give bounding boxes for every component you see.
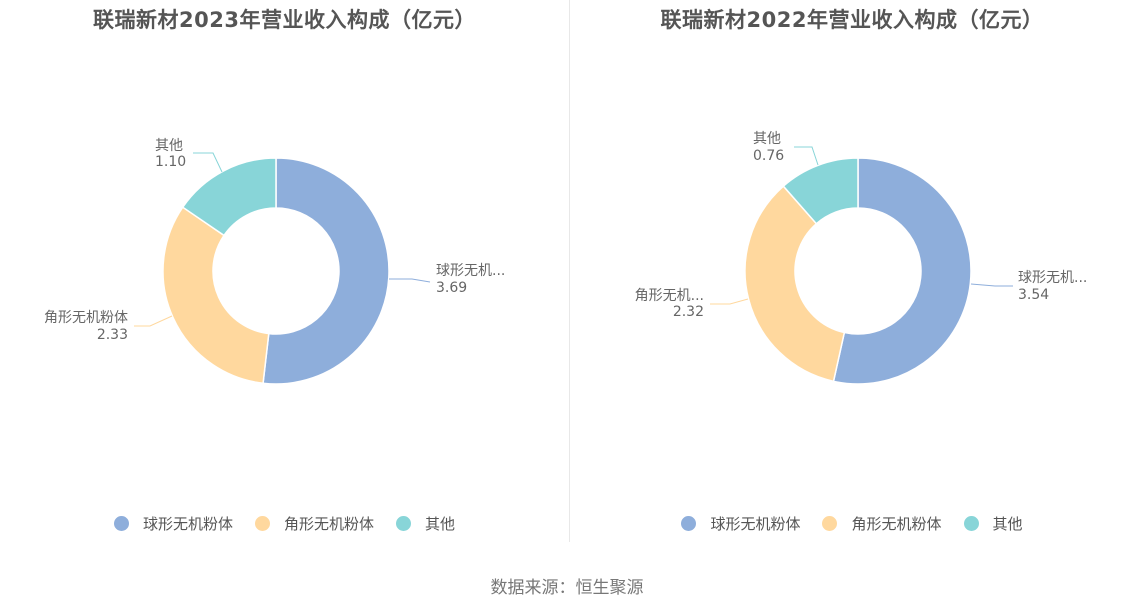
chart-title: 联瑞新材2023年营业收入构成（亿元） bbox=[93, 8, 476, 32]
chart-legend: 球形无机粉体 角形无机粉体 其他 bbox=[570, 513, 1134, 534]
legend-label: 球形无机粉体 bbox=[710, 515, 801, 533]
donut-slice-other[interactable] bbox=[181, 157, 277, 237]
donut-slice-angular[interactable] bbox=[162, 206, 270, 385]
chart-panel-2022: 联瑞新材2022年营业收入构成（亿元） 球形无机... 3.54 角形无机...… bbox=[570, 0, 1134, 545]
legend-label: 角形无机粉体 bbox=[851, 515, 942, 533]
panel-divider bbox=[569, 0, 570, 542]
legend-item-spherical[interactable]: 球形无机粉体 bbox=[681, 513, 800, 534]
slice-value-other: 1.10 bbox=[155, 154, 186, 170]
slice-label-angular: 角形无机粉体 bbox=[44, 310, 128, 326]
leader-line-spherical bbox=[970, 283, 1013, 287]
legend-label: 其他 bbox=[992, 515, 1023, 533]
legend-item-spherical[interactable]: 球形无机粉体 bbox=[113, 513, 233, 534]
legend-item-other[interactable]: 其他 bbox=[396, 513, 455, 534]
legend-dot-icon bbox=[254, 516, 270, 531]
donut-slice-other[interactable] bbox=[782, 157, 859, 225]
chart-panel-2023: 联瑞新材2023年营业收入构成（亿元） 球形无机... 3.69 角形无机粉体 … bbox=[0, 0, 569, 545]
leader-line-other bbox=[193, 152, 223, 173]
legend-item-angular[interactable]: 角形无机粉体 bbox=[254, 513, 374, 534]
legend-item-angular[interactable]: 角形无机粉体 bbox=[822, 513, 942, 534]
legend-dot-icon bbox=[681, 516, 697, 531]
slice-label-other: 其他 bbox=[155, 138, 183, 154]
donut-slice-spherical[interactable] bbox=[832, 157, 972, 385]
legend-dot-icon bbox=[963, 516, 979, 531]
chart-legend: 球形无机粉体 角形无机粉体 其他 bbox=[0, 513, 569, 534]
slice-value-other: 0.76 bbox=[753, 148, 784, 164]
slice-value-spherical: 3.69 bbox=[436, 280, 467, 296]
donut-slice-angular[interactable] bbox=[744, 185, 846, 383]
legend-dot-icon bbox=[113, 516, 129, 531]
slice-label-spherical: 球形无机... bbox=[436, 263, 505, 279]
leader-line-angular bbox=[134, 315, 173, 327]
donut-slices[interactable] bbox=[162, 157, 390, 385]
donut-chart-2023: 球形无机... 3.69 角形无机粉体 2.33 其他 1.10 bbox=[44, 138, 505, 385]
legend-label: 其他 bbox=[425, 515, 456, 533]
donut-slices[interactable] bbox=[744, 157, 972, 385]
slice-value-spherical: 3.54 bbox=[1018, 287, 1049, 303]
leader-line-other bbox=[794, 146, 819, 166]
legend-label: 角形无机粉体 bbox=[283, 515, 374, 533]
donut-chart-2022: 球形无机... 3.54 角形无机... 2.32 其他 0.76 bbox=[635, 131, 1087, 385]
legend-label: 球形无机粉体 bbox=[142, 515, 233, 533]
legend-dot-icon bbox=[822, 516, 838, 531]
slice-label-spherical: 球形无机... bbox=[1018, 270, 1087, 286]
slice-value-angular: 2.33 bbox=[97, 327, 128, 343]
slice-label-other: 其他 bbox=[753, 131, 781, 147]
legend-dot-icon bbox=[396, 516, 411, 531]
leader-line-angular bbox=[710, 298, 749, 305]
chart-title: 联瑞新材2022年营业收入构成（亿元） bbox=[660, 8, 1044, 32]
slice-value-angular: 2.32 bbox=[673, 304, 704, 320]
slice-label-angular: 角形无机... bbox=[635, 288, 704, 304]
data-source-note: 数据来源：恒生聚源 bbox=[490, 578, 644, 598]
legend-item-other[interactable]: 其他 bbox=[963, 513, 1023, 534]
leader-line-spherical bbox=[389, 278, 431, 283]
donut-slice-spherical[interactable] bbox=[262, 157, 390, 385]
